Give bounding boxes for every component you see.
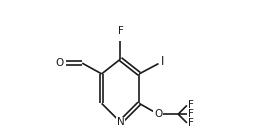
Text: F: F — [188, 100, 194, 110]
Text: O: O — [56, 58, 64, 68]
Text: F: F — [188, 118, 194, 128]
Text: F: F — [188, 109, 194, 119]
Text: O: O — [154, 109, 162, 119]
Text: I: I — [161, 55, 164, 68]
Text: F: F — [117, 26, 123, 36]
Text: N: N — [117, 117, 124, 127]
